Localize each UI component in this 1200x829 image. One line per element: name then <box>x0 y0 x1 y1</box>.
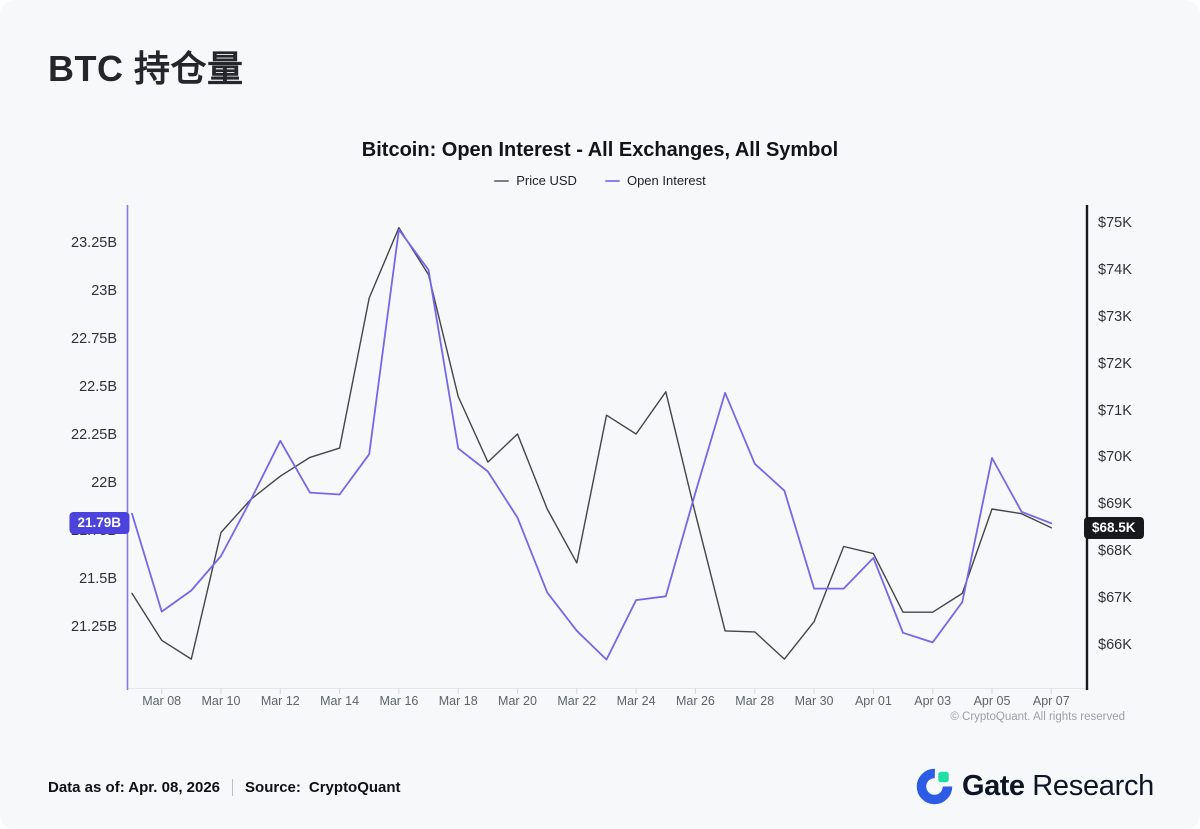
right-axis-tick-label: $71K <box>1098 402 1132 419</box>
footer-divider <box>232 779 234 796</box>
price-usd-legend-swatch-icon <box>494 179 510 182</box>
x-axis-tick-label: Mar 08 <box>142 694 182 708</box>
right-axis-tick-label: $67K <box>1098 590 1132 607</box>
gate-research-wordmark: Gate Research <box>962 770 1154 802</box>
gate-research-logo: Gate Research <box>916 768 1154 805</box>
left-axis-tick-label: 22.75B <box>71 331 117 347</box>
x-axis-tick-label: Mar 14 <box>320 694 360 708</box>
left-axis-tick-label: 23.25B <box>71 235 117 251</box>
x-axis-tick-label: Apr 03 <box>914 694 952 708</box>
left-axis-tick-label: 21.5B <box>79 571 117 587</box>
right-axis-tick-label: $72K <box>1098 355 1132 372</box>
gate-logo-icon <box>916 768 953 805</box>
legend-label-open-interest: Open Interest <box>626 173 706 188</box>
right-axis-tick-label: $74K <box>1098 261 1132 278</box>
left-axis-tick-label: 22B <box>91 475 117 491</box>
right-axis-tick-label: $68K <box>1098 543 1132 560</box>
open-interest-line <box>131 228 1053 661</box>
footer-source-label: Source: <box>245 779 301 796</box>
legend-item-open-interest[interactable]: Open Interest <box>604 173 706 188</box>
x-axis-tick-label: Mar 16 <box>379 694 419 708</box>
x-axis-tick-label: Mar 12 <box>260 694 300 708</box>
open-interest-legend-swatch-icon <box>604 179 620 182</box>
footer: Data as of: Apr. 08, 2026 Source: Crypto… <box>48 779 401 796</box>
chart-title: Bitcoin: Open Interest - All Exchanges, … <box>361 139 839 161</box>
x-axis-tick-label: Mar 28 <box>735 694 775 708</box>
legend-item-price-usd[interactable]: Price USD <box>494 173 577 188</box>
left-axis-tick-label: 21.25B <box>71 619 117 635</box>
x-axis-tick-label: Apr 01 <box>854 694 892 708</box>
chart-legend: Price USD Open Interest <box>0 173 1200 188</box>
x-axis-tick-label: Apr 05 <box>973 694 1011 708</box>
x-axis-tick-label: Mar 10 <box>201 694 241 708</box>
right-axis-tick-label: $70K <box>1098 449 1132 466</box>
x-axis-tick-label: Mar 20 <box>498 694 537 708</box>
price-usd-line <box>131 226 1053 660</box>
right-axis-tick-label: $66K <box>1098 637 1132 653</box>
left-axis-tick-label: 23B <box>91 283 117 299</box>
footer-data-as-of: Data as of: Apr. 08, 2026 <box>48 779 221 796</box>
right-axis-tick-label: $75K <box>1098 215 1132 231</box>
footer-source-value: CryptoQuant <box>308 779 401 796</box>
open-interest-current-badge: 21.79B <box>69 512 129 535</box>
page-title: BTC 持仓量 <box>48 48 244 89</box>
price-current-badge: $68.5K <box>1084 516 1144 539</box>
x-axis-tick-label: Apr 07 <box>1032 694 1070 708</box>
left-axis-tick-label: 22.25B <box>71 427 117 443</box>
x-axis-tick-label: Mar 30 <box>794 694 834 708</box>
cryptoquant-watermark: © CryptoQuant. All rights reserved <box>950 711 1125 723</box>
x-axis-tick-label: Mar 26 <box>675 694 715 708</box>
x-axis-tick-label: Mar 18 <box>438 694 478 708</box>
right-axis-tick-label: $69K <box>1098 496 1132 513</box>
legend-label-price-usd: Price USD <box>516 173 577 188</box>
right-axis-tick-label: $73K <box>1098 308 1132 325</box>
left-axis-tick-label: 22.5B <box>79 379 117 395</box>
x-axis-tick-label: Mar 22 <box>557 694 597 708</box>
x-axis-tick-label: Mar 24 <box>616 694 656 708</box>
